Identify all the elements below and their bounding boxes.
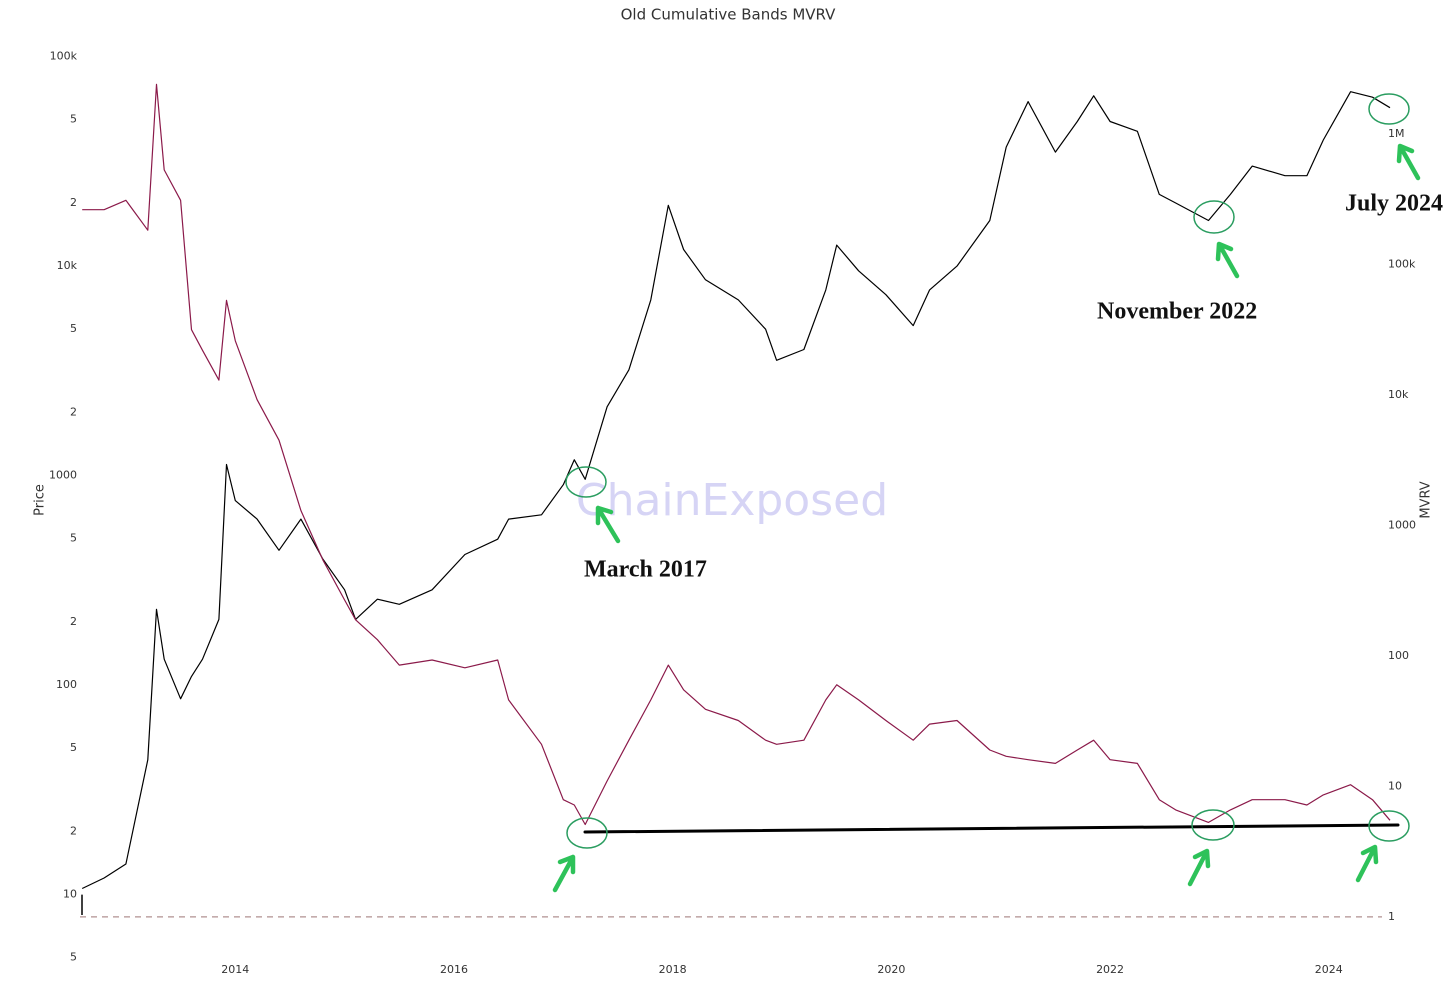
y2-tick-label: 10 <box>1388 779 1402 792</box>
x-tick-label: 2018 <box>659 963 687 976</box>
circle <box>1368 93 1410 125</box>
series-line <box>81 91 1391 890</box>
circle <box>565 466 607 498</box>
x-tick-label: 2014 <box>221 963 249 976</box>
y-tick-label: 100 <box>56 678 77 691</box>
circle <box>1193 200 1235 234</box>
arrows <box>552 143 1421 893</box>
y-tick-label: 5 <box>70 113 77 126</box>
y2-tick-label: 1 <box>1388 910 1395 923</box>
y-tick-label: 5 <box>70 951 77 964</box>
plot-area: 5 10 2 5 100 2 5 1000 2 5 10k 2 5 100k 1 10 100 1000 10k 10… <box>49 50 1416 976</box>
support-line <box>583 823 1400 834</box>
x-tick-label: 2016 <box>440 963 468 976</box>
x-tick-label: 2020 <box>877 963 905 976</box>
y-tick-label: 5 <box>70 741 77 754</box>
annotation: November 2022 <box>1097 299 1257 325</box>
y2-tick-label: 10k <box>1388 388 1409 401</box>
y-tick-label: 1000 <box>49 469 77 482</box>
annotation: July 2024 <box>1345 191 1443 217</box>
hand-annotations <box>552 93 1421 893</box>
y-tick-label: 100k <box>50 50 78 63</box>
x-tick-label: 2024 <box>1315 963 1343 976</box>
circle <box>1368 810 1410 842</box>
chart-title: Old Cumulative Bands MVRV <box>621 6 837 24</box>
circle <box>566 817 608 849</box>
series-line <box>82 83 1391 826</box>
y2-tick-label: 1000 <box>1388 518 1416 531</box>
y-tick-label: 2 <box>70 406 77 419</box>
y-tick-label: 10k <box>57 259 78 272</box>
y2-tick-label: 100 <box>1388 649 1409 662</box>
watermark: ChainExposed <box>576 475 888 526</box>
y-tick-label: 2 <box>70 615 77 628</box>
y-tick-label: 5 <box>70 322 77 335</box>
x-tick-label: 2022 <box>1096 963 1124 976</box>
y-tick-label: 2 <box>70 825 77 838</box>
y-tick-label: 5 <box>70 532 77 545</box>
y-axis-title: Price <box>33 484 48 516</box>
y2-tick-label: 1M <box>1388 127 1405 140</box>
y-tick-label: 10 <box>63 888 77 901</box>
circle <box>1191 809 1235 841</box>
y2-axis-title: MVRV <box>1419 481 1434 518</box>
annotation: March 2017 <box>584 557 707 583</box>
y2-tick-label: 100k <box>1388 257 1416 270</box>
y-tick-label: 2 <box>70 196 77 209</box>
